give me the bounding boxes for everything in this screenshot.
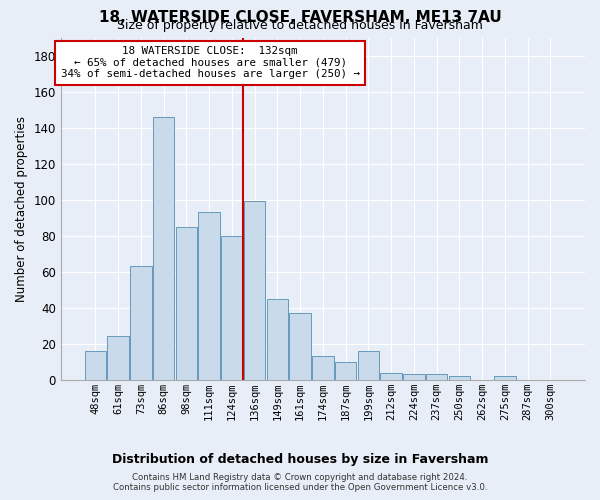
Bar [130, 266, 152, 380]
Bar [289, 313, 311, 380]
Bar [449, 376, 470, 380]
Bar [107, 336, 129, 380]
Text: Size of property relative to detached houses in Faversham: Size of property relative to detached ho… [117, 19, 483, 32]
Text: Contains HM Land Registry data © Crown copyright and database right 2024.
Contai: Contains HM Land Registry data © Crown c… [113, 473, 487, 492]
Bar [266, 298, 288, 380]
Bar [176, 226, 197, 380]
Bar [426, 374, 448, 380]
Text: Distribution of detached houses by size in Faversham: Distribution of detached houses by size … [112, 452, 488, 466]
Bar [85, 351, 106, 380]
Y-axis label: Number of detached properties: Number of detached properties [15, 116, 28, 302]
Bar [199, 212, 220, 380]
Bar [403, 374, 425, 380]
Bar [335, 362, 356, 380]
Bar [358, 351, 379, 380]
Bar [221, 236, 243, 380]
Bar [312, 356, 334, 380]
Bar [153, 117, 175, 380]
Bar [244, 202, 265, 380]
Text: 18 WATERSIDE CLOSE:  132sqm
← 65% of detached houses are smaller (479)
34% of se: 18 WATERSIDE CLOSE: 132sqm ← 65% of deta… [61, 46, 359, 80]
Bar [380, 372, 402, 380]
Text: 18, WATERSIDE CLOSE, FAVERSHAM, ME13 7AU: 18, WATERSIDE CLOSE, FAVERSHAM, ME13 7AU [98, 10, 502, 25]
Bar [494, 376, 515, 380]
